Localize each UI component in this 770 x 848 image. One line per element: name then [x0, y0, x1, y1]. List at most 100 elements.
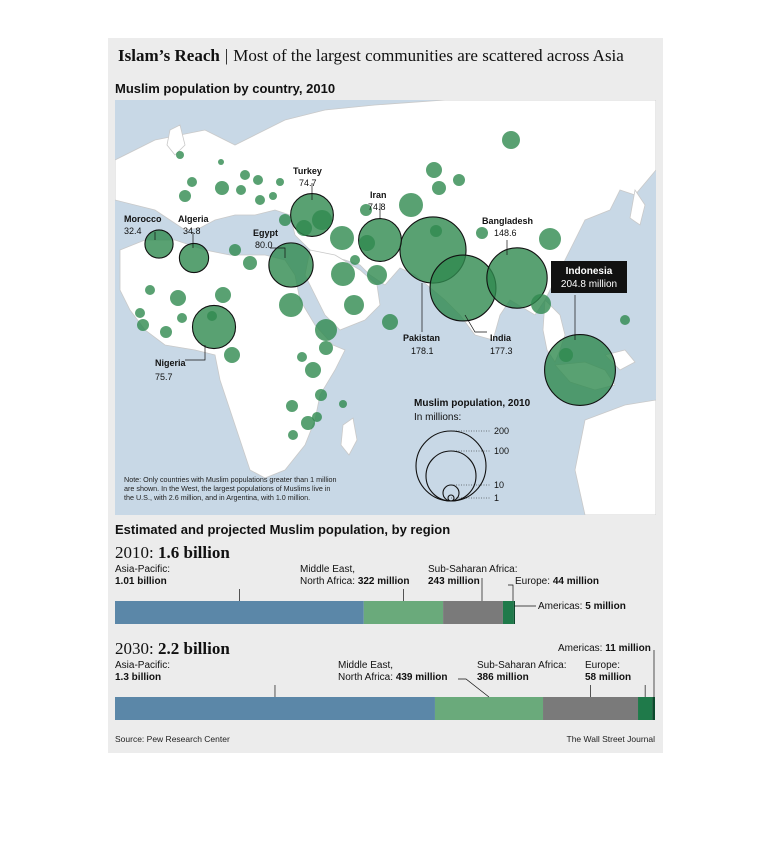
bar-segment-middle-east-north-africa: [434, 697, 544, 720]
bubble-small-11: [330, 226, 354, 250]
label-2030-me-value: 439 million: [395, 672, 448, 683]
label-2010-asia-pacific: Asia-Pacific: 1.01 billion: [115, 564, 170, 588]
nigeria-leader: [185, 345, 206, 361]
leader-lines: [154, 183, 576, 361]
bubble-small-30: [215, 287, 231, 303]
map-note-line-2: are shown. In the West, the largest popu…: [124, 484, 330, 493]
bar-segment-middle-east-north-africa: [363, 601, 444, 624]
uk-land: [166, 124, 186, 156]
label-2030-ap-name: Asia-Pacific:: [115, 660, 171, 671]
bubble-small-26: [344, 295, 364, 315]
bubble-small-36: [177, 313, 187, 323]
value-pakistan: 178.1: [411, 346, 434, 356]
bar-segment-asia-pacific: [115, 697, 435, 720]
value-iran: 74.8: [368, 202, 386, 212]
label-2010-americas: Americas: 5 million: [538, 601, 626, 613]
indonesia-callout-box: [551, 261, 627, 293]
legend-label-200: 200: [494, 426, 509, 436]
label-2030-asia-pacific: Asia-Pacific: 1.3 billion: [115, 660, 170, 684]
label-2010-me-value: 322 million: [357, 576, 410, 587]
australia-land: [574, 399, 656, 515]
bubble-small-51: [179, 190, 191, 202]
bubble-small-46: [339, 400, 347, 408]
label-2030-am-name: Americas:: [558, 643, 603, 654]
label-2030-me-name-1: Middle East,: [338, 660, 394, 671]
bubble-layer: [135, 131, 630, 440]
label-india: India: [490, 333, 512, 343]
bubble-small-4: [215, 181, 229, 195]
bar-segment-americas: [652, 697, 655, 720]
label-algeria: Algeria: [178, 214, 210, 224]
legend-label-1: 1: [494, 493, 499, 503]
label-indonesia: Indonesia: [566, 266, 613, 277]
value-algeria: 34.8: [183, 226, 201, 236]
bubble-small-44: [301, 416, 315, 430]
world-map: Turkey 74.7 Iran 74.8 Morocco 32.4 Alger…: [115, 100, 656, 515]
bubble-small-45: [312, 412, 322, 422]
label-2010-europe: Europe: 44 million: [515, 576, 599, 588]
bubble-small-48: [229, 244, 241, 256]
bubble-small-47: [288, 430, 298, 440]
leader-europe: [508, 584, 514, 601]
bubble-small-21: [620, 315, 630, 325]
bubble-small-12: [360, 204, 372, 216]
bar-segment-americas: [513, 601, 515, 624]
label-turkey: Turkey: [293, 166, 322, 176]
label-pakistan: Pakistan: [403, 333, 440, 343]
label-2030-ssa: Sub-Saharan Africa: 386 million: [477, 660, 567, 684]
label-2010-ap-value: 1.01 billion: [115, 576, 167, 587]
label-2010-ssa-value: 243 million: [428, 576, 480, 587]
label-2010-me-name-1: Middle East,: [300, 564, 356, 575]
bubble-small-19: [539, 228, 561, 250]
bubble-small-8: [279, 214, 291, 226]
bubble-small-41: [315, 389, 327, 401]
value-bangladesh: 148.6: [494, 228, 517, 238]
bubble-small-23: [331, 262, 355, 286]
bar-2010: [115, 578, 536, 624]
legend-label-10: 10: [494, 480, 504, 490]
value-egypt: 80.0: [255, 240, 273, 250]
bubble-small-54: [382, 314, 398, 330]
bubble-small-14: [432, 181, 446, 195]
bubble-small-24: [359, 235, 375, 251]
bubble-small-20: [531, 294, 551, 314]
bubble-small-15: [453, 174, 465, 186]
bubble-small-0: [502, 131, 520, 149]
egypt-leader: [270, 247, 286, 258]
bubble-small-38: [224, 347, 240, 363]
leader-middle-east-north-africa: [458, 678, 490, 698]
bubble-small-32: [145, 285, 155, 295]
bubble-egypt: [268, 242, 314, 288]
value-turkey: 74.7: [299, 178, 317, 188]
bubble-small-9: [296, 220, 312, 236]
total-2010: 1.6 billion: [157, 543, 230, 562]
label-2030-ssa-value: 386 million: [477, 672, 529, 683]
bubble-small-34: [160, 326, 172, 338]
bubble-small-49: [350, 255, 360, 265]
bubble-small-7: [269, 192, 277, 200]
bubble-small-29: [243, 256, 257, 270]
bubble-small-10: [312, 210, 332, 230]
label-2010-mena: Middle East, North Africa: 322 million: [300, 564, 410, 588]
value-indonesia: 204.8 million: [561, 279, 617, 290]
label-bangladesh: Bangladesh: [482, 216, 533, 226]
header-separator: |: [224, 46, 229, 65]
label-2030-eu-value: 58 million: [585, 672, 632, 683]
bar-segment-asia-pacific: [115, 601, 364, 624]
bubble-small-53: [276, 178, 284, 186]
bubble-small-52: [240, 170, 250, 180]
legend-guides: [451, 430, 491, 499]
map-title: Muslim population by country, 2010: [115, 81, 336, 96]
label-iran: Iran: [370, 190, 387, 200]
bubble-small-27: [315, 319, 337, 341]
value-morocco: 32.4: [124, 226, 142, 236]
bubble-small-40: [305, 362, 321, 378]
value-nigeria: 75.7: [155, 372, 173, 382]
bubble-small-25: [367, 265, 387, 285]
label-2010-ssa-name: Sub-Saharan Africa:: [428, 564, 518, 575]
bubble-morocco: [144, 229, 174, 259]
india-leader: [464, 314, 487, 333]
bubble-algeria: [178, 242, 210, 274]
bubble-iran: [358, 218, 402, 262]
bubble-small-13: [399, 193, 423, 217]
